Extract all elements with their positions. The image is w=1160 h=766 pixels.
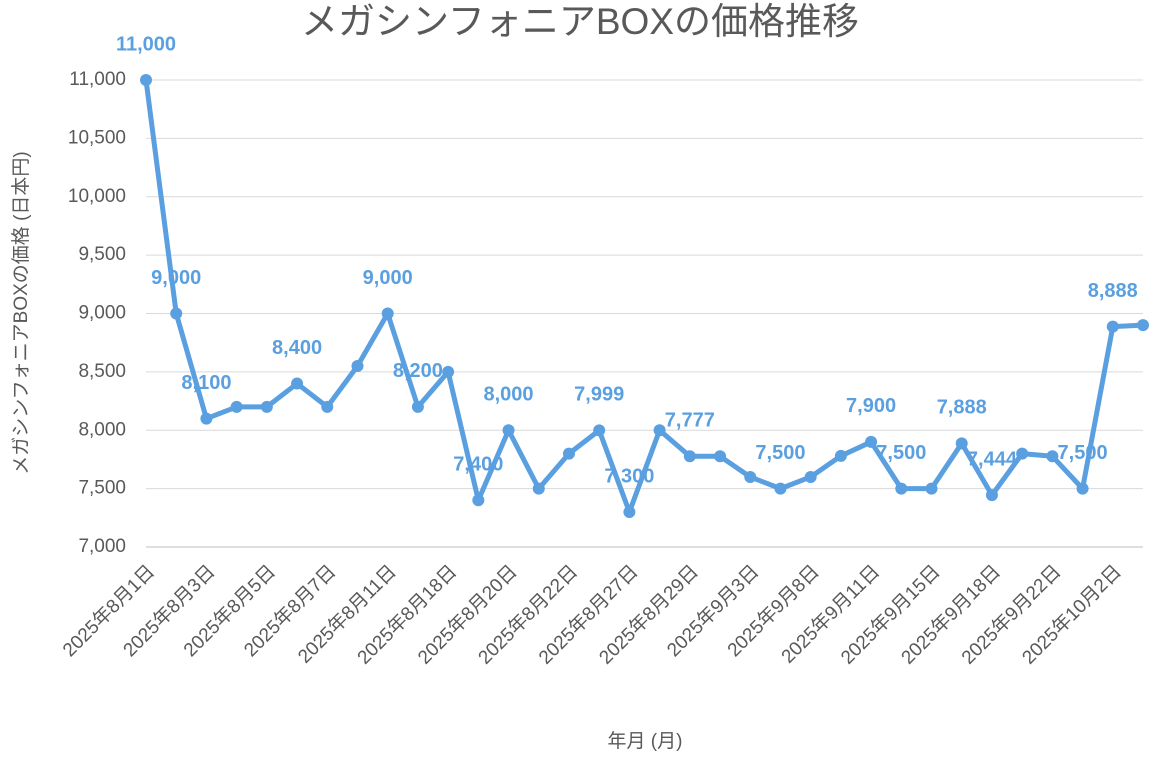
point xyxy=(985,489,998,502)
data-label: 8,400 xyxy=(272,337,322,359)
point xyxy=(381,307,394,320)
data-label: 7,400 xyxy=(453,454,503,476)
point xyxy=(200,412,213,425)
y-tick-label: 9,000 xyxy=(78,303,126,324)
point xyxy=(834,449,847,462)
point xyxy=(925,482,938,495)
point xyxy=(653,424,666,437)
point xyxy=(714,450,727,463)
y-axis-title: メガシンフォニアBOXの価格 (日本円) xyxy=(10,151,32,475)
data-label: 7,777 xyxy=(665,410,715,432)
data-label: 7,500 xyxy=(876,442,926,464)
point xyxy=(411,400,424,413)
data-label: 11,000 xyxy=(116,33,176,55)
data-label: 8,100 xyxy=(181,372,231,394)
point xyxy=(593,424,606,437)
point xyxy=(472,494,485,507)
point xyxy=(895,482,908,495)
point xyxy=(260,400,273,413)
point xyxy=(562,447,575,460)
y-tick-label: 11,000 xyxy=(69,69,126,90)
point xyxy=(1076,482,1089,495)
point xyxy=(1106,320,1119,333)
data-label: 8,200 xyxy=(393,360,443,382)
point xyxy=(1046,450,1059,463)
point xyxy=(955,437,968,450)
point xyxy=(170,307,183,320)
y-tick-label: 9,500 xyxy=(78,244,126,265)
data-label: 8,888 xyxy=(1088,280,1138,302)
point xyxy=(532,482,545,495)
point xyxy=(744,470,757,483)
point xyxy=(291,377,304,390)
data-label: 8,000 xyxy=(484,384,534,406)
point xyxy=(321,400,334,413)
data-label: 9,000 xyxy=(151,267,201,289)
point xyxy=(774,482,787,495)
point xyxy=(351,360,364,373)
data-label: 7,500 xyxy=(755,442,805,464)
point xyxy=(502,424,515,437)
point xyxy=(804,470,817,483)
point xyxy=(1016,447,1029,460)
y-tick-label: 10,500 xyxy=(68,127,126,148)
data-label: 7,999 xyxy=(574,384,624,406)
y-tick-label: 8,000 xyxy=(78,419,126,440)
y-tick-label: 7,000 xyxy=(78,536,126,557)
point xyxy=(683,450,696,463)
point xyxy=(140,74,152,86)
data-label: 7,300 xyxy=(604,465,654,487)
data-label: 7,444 xyxy=(967,448,1018,470)
x-axis-title: 年月 (月) xyxy=(608,730,683,752)
point xyxy=(442,365,455,378)
point xyxy=(623,505,636,518)
y-tick-label: 8,500 xyxy=(78,361,126,382)
data-label: 9,000 xyxy=(363,267,413,289)
data-label: 7,900 xyxy=(846,395,896,417)
point xyxy=(230,400,243,413)
point xyxy=(1137,319,1149,332)
line xyxy=(143,79,1144,515)
y-tick-label: 7,500 xyxy=(78,478,126,499)
data-label: 7,888 xyxy=(937,397,987,419)
chart-title: メガシンフォニアBOXの価格推移 xyxy=(301,1,859,42)
y-tick-label: 10,000 xyxy=(68,186,126,207)
data-label: 7,500 xyxy=(1058,442,1108,464)
point xyxy=(865,435,878,448)
